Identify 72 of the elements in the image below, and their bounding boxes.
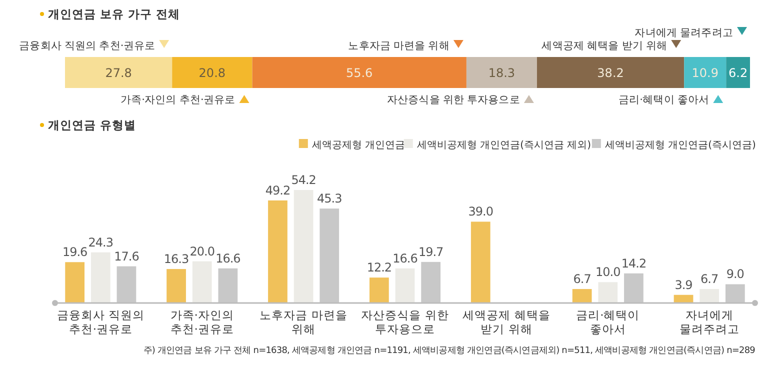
x-tick-label: 금리·혜택이 좋아서	[576, 308, 640, 336]
legend-label: 노후자금 마련을 위해	[348, 40, 450, 52]
data-label: 6.7	[700, 272, 718, 286]
bar	[536, 57, 684, 88]
data-label: 14.2	[621, 256, 646, 270]
legend-label: 가족·자인의 추천·권유로	[120, 94, 236, 106]
x-tick-label: 자녀에게 물려주려고	[679, 308, 740, 336]
data-label: 27.8	[105, 66, 132, 80]
legend-label: 세액공제형 개인연금	[312, 140, 406, 151]
x-tick-label: 자산증식을 위한 투자용으로	[361, 308, 449, 336]
legend-label: 금리·혜택이 좋아서	[618, 94, 710, 106]
data-label: 39.0	[468, 204, 493, 219]
data-label: 38.2	[597, 66, 624, 80]
bar	[572, 289, 592, 303]
bar	[684, 57, 726, 88]
data-label: 54.2	[291, 173, 316, 187]
x-tick-label: 노후자금 마련을 위해	[260, 308, 348, 336]
x-tick-label: 금융회사 직원의 추천·권유로	[56, 308, 144, 336]
bar	[166, 269, 186, 303]
text: 주) 개인연금 보유 가구 전체 n=1638, 세액공제형 개인연금 n=1191, 세액비공제형 개인연금(즉시연금제외) n=511, 세액비공제형 개인연금(즉시연금) n=289	[143, 346, 756, 356]
legend-label: 자녀에게 물려주려고	[634, 27, 734, 39]
data-label: 19.6	[62, 245, 88, 260]
data-label: 49.2	[265, 183, 290, 198]
bar	[172, 57, 252, 88]
bar	[65, 57, 172, 88]
bar	[252, 57, 466, 88]
x-tick-label: 세액공제 혜택을 받기 위해	[462, 308, 550, 336]
bar	[116, 266, 136, 303]
data-label: 17.6	[114, 249, 139, 264]
legend-label: 세액비공제형 개인연금(즉시연금 제외)	[416, 140, 592, 151]
bar	[369, 278, 389, 303]
data-label: 12.2	[366, 260, 392, 275]
legend-label: 세액공제 혜택을 받기 위해	[542, 40, 668, 52]
data-label: 10.9	[692, 66, 718, 80]
bar	[90, 252, 110, 303]
data-label: 19.7	[418, 244, 444, 259]
bar	[320, 208, 340, 303]
bar	[470, 222, 490, 303]
chart-title: 개인연금 유형별	[48, 118, 136, 132]
bar	[466, 57, 537, 88]
bar	[268, 200, 288, 303]
data-label: 55.6	[346, 66, 373, 80]
bar	[395, 268, 415, 303]
legend-label: 금융회사 직원의 추천·권유로	[19, 40, 156, 52]
bar	[700, 289, 720, 303]
x-tick-label: 가족·자인의 추천·권유로	[170, 308, 234, 336]
bar	[624, 273, 644, 303]
data-label: 3.9	[674, 278, 692, 292]
data-label: 18.3	[488, 66, 516, 80]
data-label: 9.0	[726, 267, 744, 282]
bar	[421, 262, 441, 303]
data-label: 20.8	[198, 66, 226, 80]
data-label: 45.3	[317, 192, 342, 206]
data-label: 16.3	[164, 252, 189, 266]
legend-label: 자산증식을 위한 투자용으로	[386, 94, 520, 106]
bar	[598, 282, 618, 303]
data-label: 6.2	[728, 66, 748, 80]
bar	[218, 268, 238, 303]
bar	[192, 261, 212, 303]
bar	[674, 294, 694, 303]
data-label: 16.6	[216, 251, 240, 266]
data-label: 6.7	[573, 272, 591, 286]
data-label: 20.0	[190, 244, 214, 258]
legend-label: 세액비공제형 개인연금(즉시연금)	[604, 140, 756, 151]
chart-title: 개인연금 보유 가구 전체	[48, 7, 180, 21]
data-label: 24.3	[88, 235, 114, 250]
data-label: 16.6	[392, 251, 418, 266]
bar	[726, 57, 750, 88]
bar	[294, 190, 314, 303]
bar	[725, 284, 745, 303]
data-label: 10.0	[596, 265, 620, 280]
bar	[65, 262, 85, 303]
